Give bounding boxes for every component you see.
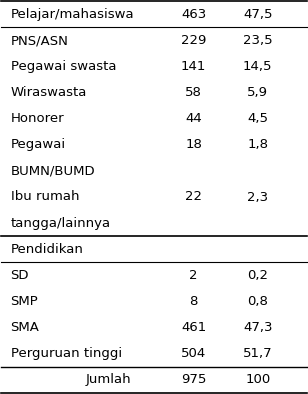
Text: Wiraswasta: Wiraswasta [10, 86, 87, 99]
Text: 1,8: 1,8 [247, 138, 268, 151]
Text: Honorer: Honorer [10, 112, 64, 125]
Text: 2,3: 2,3 [247, 191, 268, 203]
Text: 0,8: 0,8 [247, 295, 268, 308]
Text: 100: 100 [245, 373, 270, 386]
Text: 0,2: 0,2 [247, 269, 268, 282]
Text: PNS/ASN: PNS/ASN [10, 34, 68, 47]
Text: Perguruan tinggi: Perguruan tinggi [10, 347, 122, 360]
Text: 5,9: 5,9 [247, 86, 268, 99]
Text: 4,5: 4,5 [247, 112, 268, 125]
Text: 51,7: 51,7 [243, 347, 273, 360]
Text: 22: 22 [185, 191, 202, 203]
Text: SMA: SMA [10, 321, 39, 334]
Text: SMP: SMP [10, 295, 38, 308]
Text: 18: 18 [185, 138, 202, 151]
Text: Jumlah: Jumlah [85, 373, 131, 386]
Text: 461: 461 [181, 321, 206, 334]
Text: tangga/lainnya: tangga/lainnya [10, 217, 111, 230]
Text: Pegawai: Pegawai [10, 138, 66, 151]
Text: Pelajar/mahasiswa: Pelajar/mahasiswa [10, 8, 134, 21]
Text: Ibu rumah: Ibu rumah [10, 191, 79, 203]
Text: 229: 229 [181, 34, 206, 47]
Text: SD: SD [10, 269, 29, 282]
Text: 504: 504 [181, 347, 206, 360]
Text: 463: 463 [181, 8, 206, 21]
Text: 14,5: 14,5 [243, 60, 273, 73]
Text: 44: 44 [185, 112, 202, 125]
Text: 8: 8 [189, 295, 198, 308]
Text: 47,3: 47,3 [243, 321, 273, 334]
Text: BUMN/BUMD: BUMN/BUMD [10, 164, 95, 177]
Text: 2: 2 [189, 269, 198, 282]
Text: Pegawai swasta: Pegawai swasta [10, 60, 116, 73]
Text: 975: 975 [181, 373, 206, 386]
Text: Pendidikan: Pendidikan [10, 243, 83, 256]
Text: 47,5: 47,5 [243, 8, 273, 21]
Text: 141: 141 [181, 60, 206, 73]
Text: 58: 58 [185, 86, 202, 99]
Text: 23,5: 23,5 [243, 34, 273, 47]
